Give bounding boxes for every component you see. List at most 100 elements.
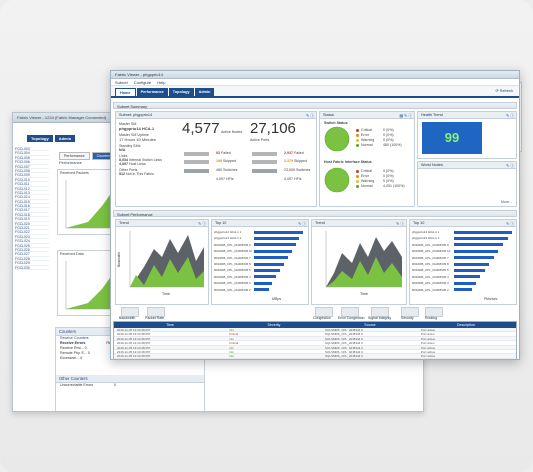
col-severity[interactable]: Severity (267, 323, 281, 327)
bg-node-list-item[interactable]: FGCL017 (15, 208, 49, 213)
bg-node-list-item[interactable]: FGCL016 (15, 204, 49, 209)
top10-bar[interactable] (254, 243, 296, 247)
bg-node-list-item[interactable]: FGCL003 (15, 147, 49, 152)
tab-home[interactable]: Home (115, 88, 136, 96)
status-legend-value: 0 (0%) (383, 133, 394, 137)
panel-tool-icons[interactable]: ✎ ⓘ (305, 114, 314, 118)
subnet-summary-header: Subnet Summary (113, 102, 517, 109)
status-legend-row: Warning 0 (0%) (356, 138, 402, 143)
bg-node-list-item[interactable]: FGCL021 (15, 226, 49, 231)
trend-left-icons[interactable]: ✎ ⓘ (197, 222, 206, 226)
top10-bar[interactable] (454, 230, 512, 234)
alarm-row[interactable]: 2016-11-05 13:10:48.057 Info SQLSMRS_CPL_H… (114, 336, 516, 342)
top10-bar[interactable] (454, 262, 489, 266)
alarm-row[interactable]: 2016-11-05 13:10:48.057 Info SQLSMRS_CPL_H… (114, 345, 516, 350)
status-dot (356, 174, 359, 178)
more-link[interactable]: More... (500, 200, 512, 204)
top10-bar[interactable] (454, 243, 504, 247)
top10-bar[interactable] (254, 236, 299, 240)
thumb-error-congestion[interactable] (341, 307, 359, 317)
bg-node-list-item[interactable]: FGCL018 (15, 213, 49, 218)
alarm-row[interactable]: 2016-11-05 13:10:48.057 Critical SQLSMRS_C… (114, 332, 516, 337)
background-node-list[interactable]: FGCL003 FGCL004 FGCL005 FGCL006 FGCL007 FGCL0… (15, 147, 49, 317)
worst-nodes-tool-icons[interactable]: ✎ ⓘ (505, 164, 514, 168)
bg-node-list-item[interactable]: FGCL030 (15, 266, 49, 270)
status-title: Status (323, 113, 334, 117)
worst-nodes-title: Worst Nodes (421, 163, 443, 167)
bg-tab-topology[interactable]: Topology (27, 135, 53, 142)
col-time[interactable]: Time (166, 323, 174, 327)
status-legend-row: Error 0 (0%) (356, 133, 402, 138)
bg-node-list-item[interactable]: FGCL022 (15, 230, 49, 235)
refresh-button[interactable]: ⟳ Refresh (495, 88, 513, 93)
menu-subnet[interactable]: Subnet (115, 80, 128, 85)
alarm-cell-source: SQLSMRS_CPL_HFI8344 0 (325, 332, 363, 336)
col-description[interactable]: Description (457, 323, 475, 327)
thumb-signal-integrity[interactable] (371, 307, 389, 317)
menu-help[interactable]: Help (157, 80, 166, 85)
bg-node-list-item[interactable]: FGCL007 (15, 165, 49, 169)
bg-chart1-area (66, 186, 118, 228)
bg-node-list-item[interactable]: FGCL013 (15, 191, 49, 196)
alarm-row[interactable]: 2016-11-05 13:10:48.057 Info SQLSMRS_CPL_H… (114, 354, 516, 359)
links-value-1: 8,034 (119, 158, 128, 162)
top10-bar[interactable] (254, 281, 273, 285)
status-legend-label: Error (361, 133, 369, 137)
top10-bar[interactable] (454, 268, 486, 272)
bg-node-list-item[interactable]: FGCL029 (15, 261, 49, 266)
thumb-routing[interactable] (425, 307, 443, 317)
tab-topology[interactable]: Topology (168, 88, 194, 96)
top10-bar[interactable] (254, 256, 289, 260)
bg-node-list-item[interactable]: FGCL010 (15, 178, 49, 183)
top10-bar[interactable] (254, 249, 293, 253)
bg-node-list-item[interactable]: FGCL023 (15, 235, 49, 240)
thumb-security[interactable] (401, 307, 419, 317)
alarm-row[interactable]: 2016-11-05 13:10:48.057 Critical SQLSMRS_C… (114, 341, 516, 346)
top10-bar[interactable] (454, 249, 499, 253)
trend-right-icons[interactable]: ✎ ⓘ (395, 222, 404, 226)
menu-configure[interactable]: Configure (133, 80, 152, 85)
bg-node-list-item[interactable]: FGCL006 (15, 160, 49, 165)
bg-tab-performance[interactable]: Performance (59, 152, 90, 160)
bg-tab-admin[interactable]: Admin (54, 135, 76, 142)
bg-node-list-item[interactable]: FGCL025 (15, 244, 49, 248)
bg-node-list-item[interactable]: FGCL015 (15, 200, 49, 205)
bg-node-list-item[interactable]: FGCL008 (15, 169, 49, 174)
alarm-row[interactable]: 2016-11-05 13:10:48.057 Info SQLSMRS_CPL_H… (114, 350, 516, 355)
bg-node-list-item[interactable]: FGCL026 (15, 248, 49, 253)
top10-bar[interactable] (454, 256, 494, 260)
tab-admin[interactable]: Admin (194, 88, 215, 96)
top10-bar[interactable] (254, 275, 276, 279)
tab-performance[interactable]: Performance (136, 88, 168, 96)
top10-bar[interactable] (454, 275, 481, 279)
bg-node-list-item[interactable]: FGCL019 (15, 217, 49, 222)
thumb-congestion[interactable] (315, 307, 333, 317)
col-source[interactable]: Source (364, 323, 376, 327)
bg-node-list-item[interactable]: FGCL012 (15, 187, 49, 191)
top10-bar[interactable] (454, 281, 476, 285)
top10-bar[interactable] (454, 288, 472, 292)
bg-node-list-item[interactable]: FGCL028 (15, 257, 49, 262)
top10-bar[interactable] (254, 288, 269, 292)
bg-node-list-item[interactable]: FGCL014 (15, 195, 49, 200)
bg-node-list-item[interactable]: FGCL020 (15, 222, 49, 227)
bg-node-list-item[interactable]: FGCL005 (15, 156, 49, 161)
bg-node-list-item[interactable]: FGCL009 (15, 173, 49, 178)
bg-node-list-item[interactable]: FGCL011 (15, 182, 49, 187)
thumb-bandwidth[interactable] (121, 307, 139, 317)
alarm-row[interactable]: 2016-11-05 13:10:48.057 Info SQLSMRS_CPL_H… (114, 328, 516, 333)
status-tool-icons[interactable]: ▦ ✎ ⓘ (399, 114, 412, 118)
subnet-name-label: Subnet: phgpprio14 (119, 113, 153, 117)
thumb-packet-rate[interactable] (147, 307, 165, 317)
top10-bar[interactable] (254, 262, 285, 266)
top10-right-icons[interactable]: ✎ ⓘ (505, 222, 514, 226)
top10-bar[interactable] (254, 268, 280, 272)
health-tool-icons[interactable]: ✎ ⓘ (505, 114, 514, 118)
top10-bar[interactable] (254, 230, 304, 234)
bg-node-list-item[interactable]: FGCL024 (15, 239, 49, 244)
top10-bar[interactable] (454, 236, 508, 240)
status-header: Status ▦ ✎ ⓘ (320, 112, 414, 119)
bg-node-list-item[interactable]: FGCL004 (15, 151, 49, 156)
bg-node-list-item[interactable]: FGCL027 (15, 252, 49, 257)
top10-left-icons[interactable]: ✎ ⓘ (297, 222, 306, 226)
